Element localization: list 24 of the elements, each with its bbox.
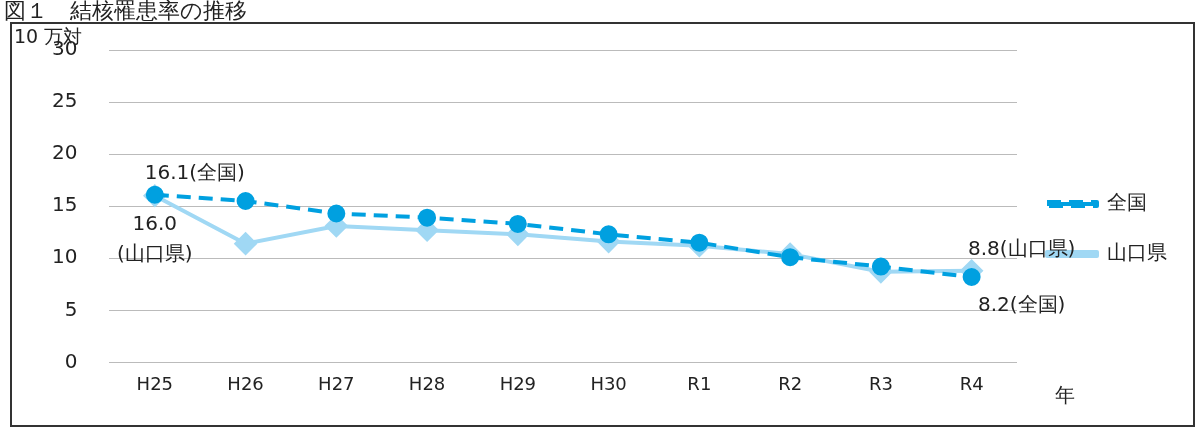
y-tick-label: 0 [64, 348, 78, 373]
x-tick-label: R1 [687, 372, 712, 394]
annotation: 16.0 (山口県) [117, 210, 193, 265]
y-tick-label: 5 [64, 296, 78, 321]
x-tick-label: H25 [136, 372, 174, 394]
annotation: 8.8(山口県) [967, 235, 1076, 260]
x-tick-label: R4 [959, 372, 984, 394]
y-tick-label: 25 [52, 88, 78, 113]
legend-label: 山口県 [1107, 240, 1167, 265]
x-tick-label: H30 [590, 372, 627, 394]
x-tick-label: R2 [778, 372, 803, 394]
x-tick-label: R3 [868, 372, 893, 394]
y-tick-label: 10 [52, 244, 78, 269]
annotation: 16.1(全国) [144, 159, 245, 184]
x-tick-label: H29 [499, 372, 537, 394]
y-tick-label: 20 [52, 140, 78, 165]
x-axis-title: 年 [1055, 383, 1075, 407]
x-tick-label: H26 [227, 372, 264, 394]
x-tick-label: H27 [318, 372, 355, 394]
legend-label: 全国 [1107, 190, 1147, 215]
chart-title: 図１ 結核罹患率の推移 [4, 0, 247, 25]
y-tick-label: 15 [52, 192, 78, 217]
annotation: 8.2(全国) [977, 292, 1066, 317]
x-tick-label: H28 [408, 372, 446, 394]
